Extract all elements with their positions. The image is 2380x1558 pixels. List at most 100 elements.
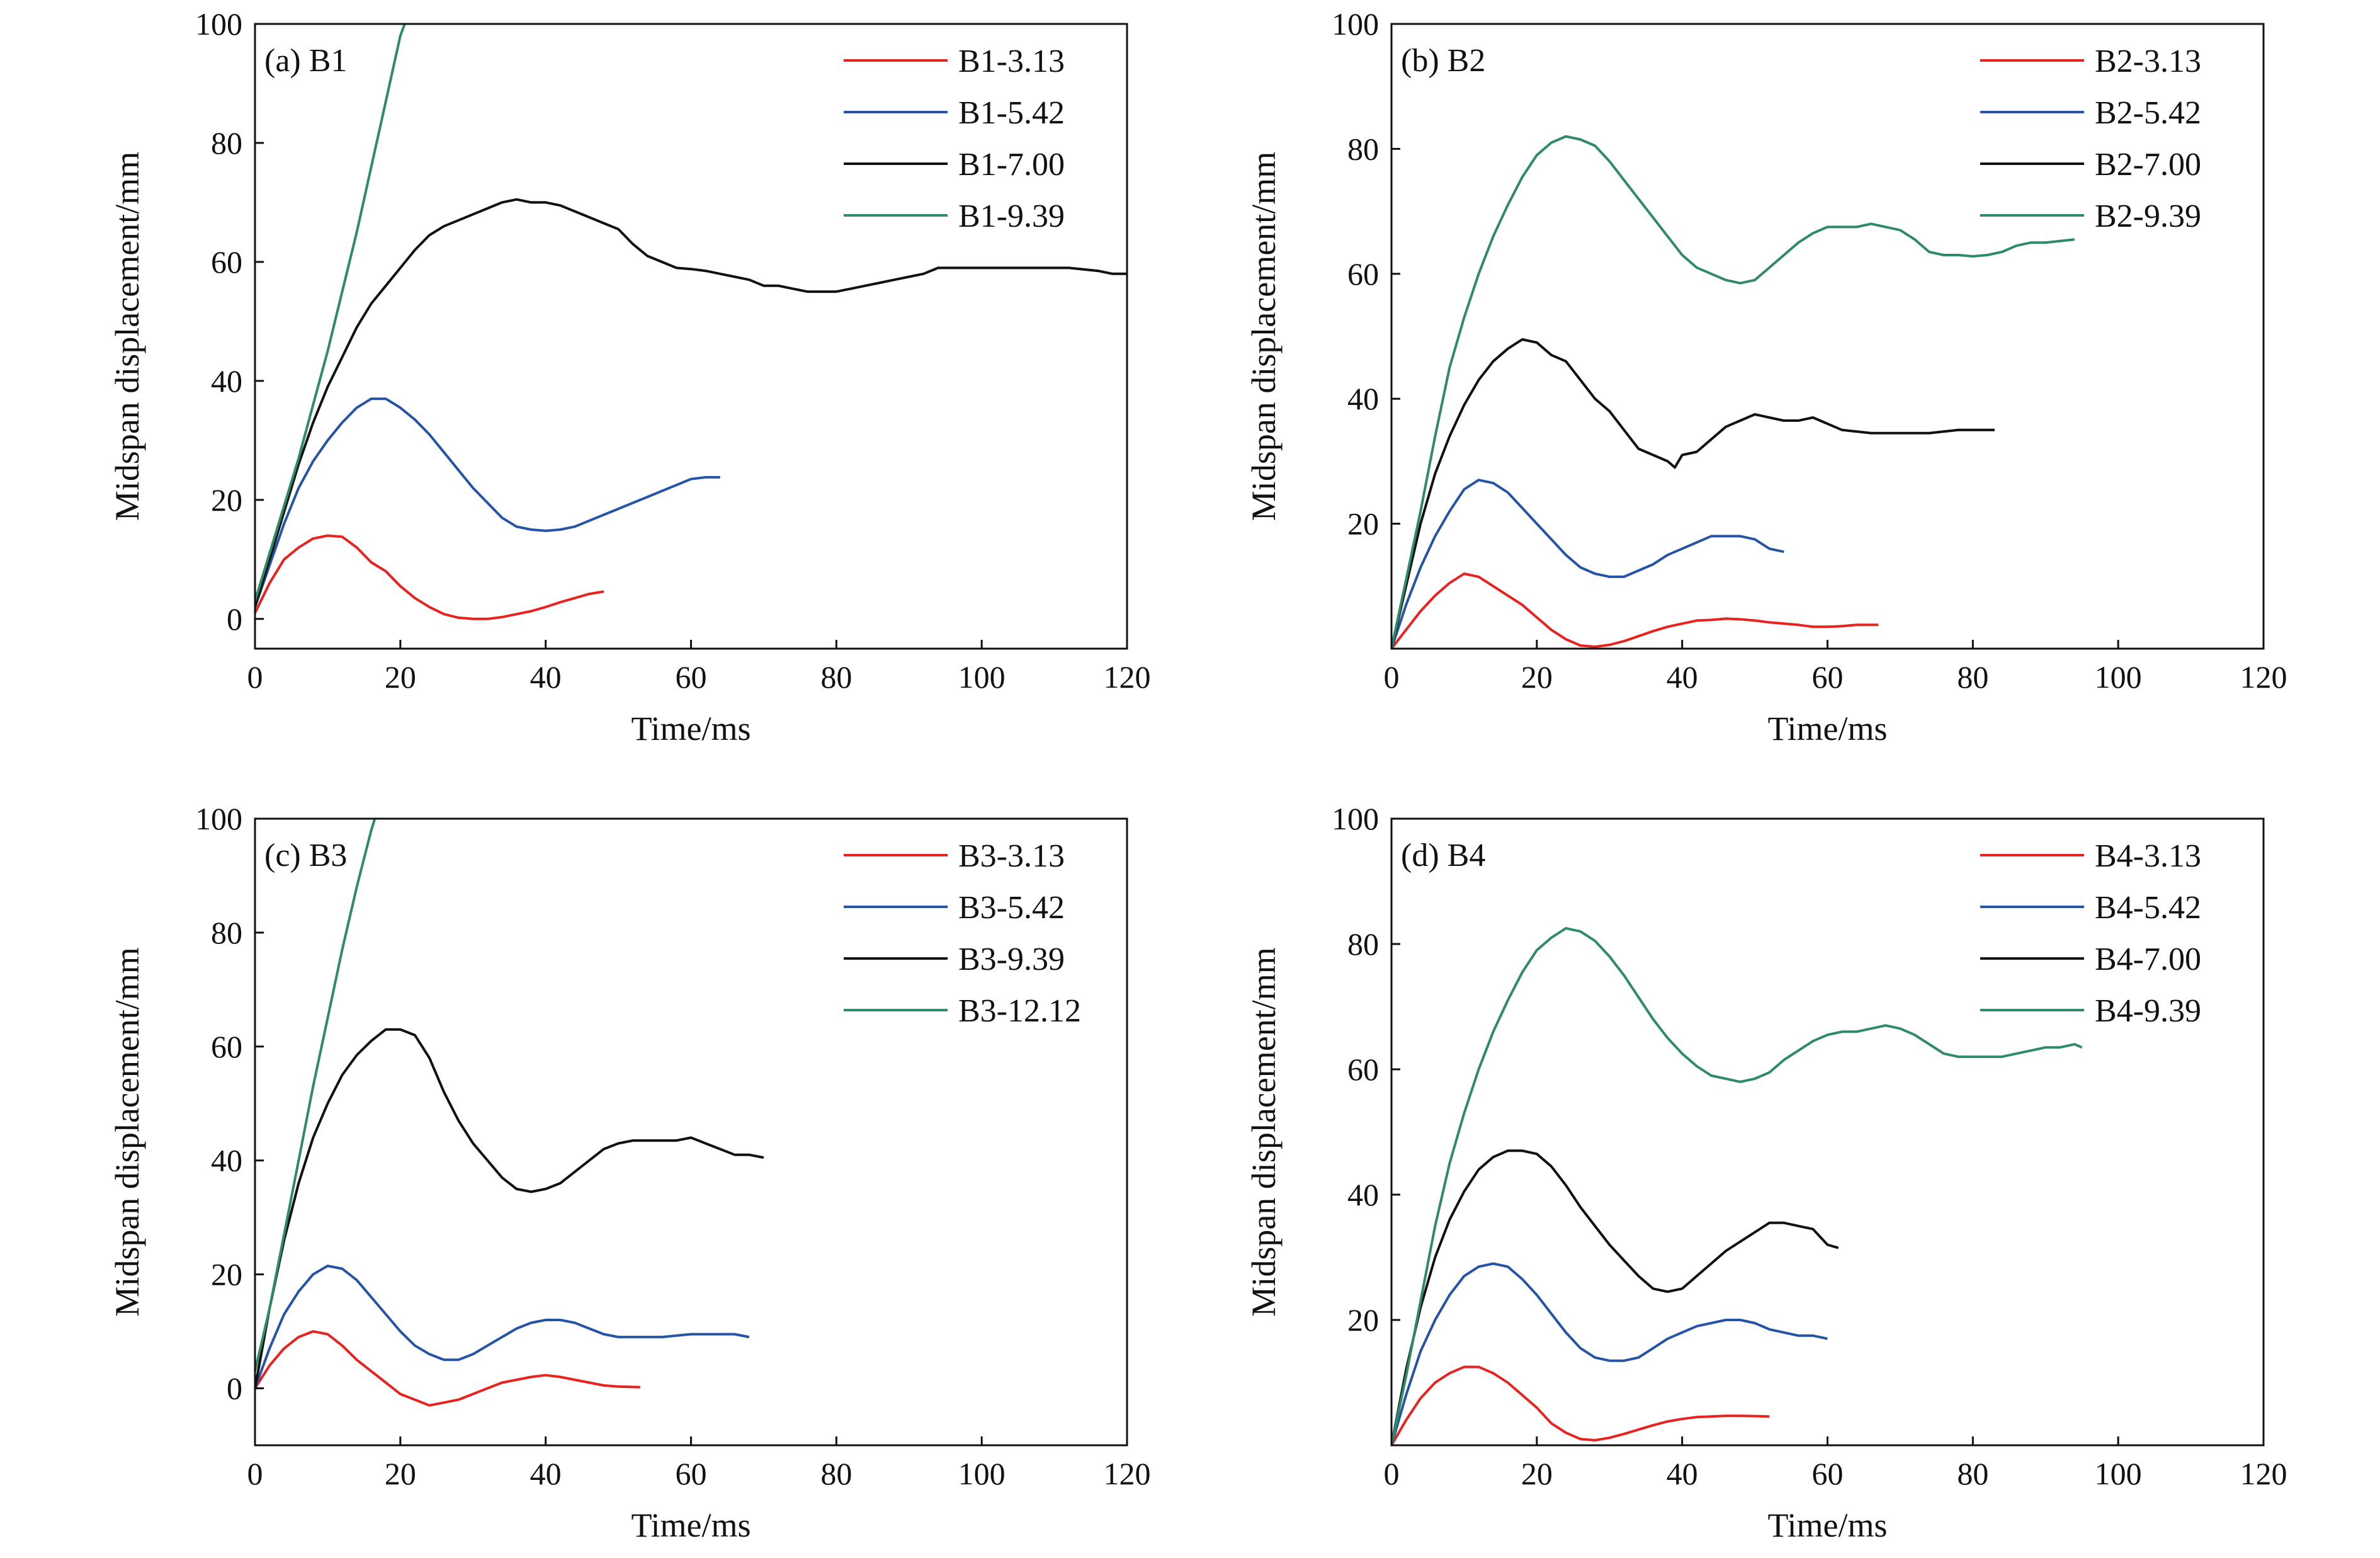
- x-axis-label: Time/ms: [631, 710, 751, 748]
- series-line-B2-9.39: [1391, 135, 2075, 649]
- x-tick-label: 20: [385, 659, 416, 695]
- y-axis-label: Midspan displacement/mm: [1245, 152, 1283, 521]
- y-tick-label: 100: [195, 6, 242, 42]
- x-tick-label: 0: [1384, 659, 1400, 695]
- x-tick-label: 40: [530, 659, 562, 695]
- panel-label: (d) B4: [1401, 838, 1485, 873]
- chart-panel-1: 0 20 40 60 80 100 120 20 40 60 80 100 Time/ms Midspan…: [1245, 6, 2287, 748]
- legend-label: B4-5.42: [2095, 890, 2201, 926]
- y-tick-label: 20: [211, 482, 242, 518]
- x-tick-label: 20: [385, 1456, 416, 1491]
- series-group: [1391, 135, 2075, 649]
- y-tick-label: 60: [211, 1029, 242, 1064]
- series-line-B1-5.42: [255, 397, 720, 608]
- x-tick-label: 40: [530, 1456, 562, 1491]
- y-axis-label: Midspan displacement/mm: [108, 152, 146, 521]
- y-tick-label: 60: [1347, 1052, 1379, 1087]
- series-line-B3-9.39: [255, 1028, 764, 1389]
- x-tick-label: 100: [958, 659, 1006, 695]
- series-line-B3-12.12: [255, 819, 377, 1372]
- legend-label: B2-3.13: [2095, 43, 2201, 79]
- series-line-B4-9.39: [1391, 927, 2083, 1445]
- y-tick-label: 80: [211, 125, 242, 161]
- legend-label: B1-5.42: [958, 95, 1065, 131]
- x-tick-label: 0: [247, 659, 263, 695]
- x-tick-label: 40: [1667, 1456, 1698, 1491]
- legend-label: B4-3.13: [2095, 838, 2201, 874]
- y-tick-label: 0: [227, 1371, 242, 1406]
- x-tick-label: 60: [676, 659, 707, 695]
- legend-label: B1-9.39: [958, 198, 1065, 234]
- legend-label: B2-7.00: [2095, 147, 2201, 183]
- x-tick-label: 0: [1384, 1456, 1400, 1491]
- y-tick-label: 100: [1332, 801, 1379, 836]
- series-line-B4-5.42: [1391, 1262, 1828, 1445]
- legend-label: B3-5.42: [958, 890, 1065, 926]
- legend-label: B1-7.00: [958, 147, 1065, 183]
- legend-label: B3-9.39: [958, 941, 1065, 977]
- y-tick-label: 80: [1347, 131, 1379, 166]
- x-tick-label: 60: [1812, 659, 1844, 695]
- y-tick-label: 60: [211, 244, 242, 280]
- x-tick-label: 100: [958, 1456, 1006, 1491]
- y-tick-label: 20: [1347, 506, 1379, 542]
- y-axis-label: Midspan displacement/mm: [1245, 947, 1283, 1316]
- x-tick-label: 40: [1667, 659, 1698, 695]
- y-tick-label: 40: [1347, 381, 1379, 416]
- y-tick-label: 40: [1347, 1177, 1379, 1212]
- panel-label: (c) B3: [264, 838, 347, 873]
- x-tick-label: 120: [1104, 1456, 1151, 1491]
- x-tick-label: 80: [820, 659, 852, 695]
- x-tick-label: 60: [1812, 1456, 1844, 1491]
- y-tick-label: 40: [211, 1143, 242, 1178]
- series-group: [1391, 927, 2083, 1445]
- chart-panel-2: 0 20 40 60 80 100 120 0 20 40 60 80 100 Time/ms Midspa…: [108, 801, 1151, 1544]
- x-axis-label: Time/ms: [1767, 1506, 1887, 1544]
- series-line-B2-5.42: [1391, 479, 1784, 649]
- chart-panel-3: 0 20 40 60 80 100 120 20 40 60 80 100 Time/ms Midspan…: [1245, 801, 2287, 1544]
- y-tick-label: 100: [1332, 6, 1379, 42]
- x-tick-label: 80: [1957, 1456, 1988, 1491]
- x-tick-label: 100: [2095, 659, 2142, 695]
- y-tick-label: 60: [1347, 256, 1379, 292]
- y-tick-label: 80: [211, 915, 242, 950]
- y-tick-label: 40: [211, 363, 242, 399]
- series-line-B4-3.13: [1391, 1365, 1770, 1445]
- x-tick-label: 100: [2095, 1456, 2142, 1491]
- y-tick-label: 20: [1347, 1302, 1379, 1338]
- y-axis-label: Midspan displacement/mm: [108, 947, 146, 1316]
- x-tick-label: 120: [2240, 1456, 2287, 1491]
- x-tick-label: 20: [1521, 659, 1553, 695]
- x-tick-label: 0: [247, 1456, 263, 1491]
- legend-label: B3-12.12: [958, 993, 1081, 1029]
- panel-label: (b) B2: [1401, 43, 1485, 79]
- series-line-B2-3.13: [1391, 572, 1879, 649]
- panel-label: (a) B1: [264, 43, 347, 79]
- x-tick-label: 80: [1957, 659, 1988, 695]
- x-tick-label: 120: [1104, 659, 1151, 695]
- chart-panel-0: 0 20 40 60 80 100 120 0 20 40 60 80 100 Time/ms Midspa…: [108, 6, 1151, 748]
- series-line-B1-7.00: [255, 198, 1127, 608]
- y-tick-label: 20: [211, 1257, 242, 1292]
- legend-label: B1-3.13: [958, 43, 1065, 79]
- legend-label: B4-7.00: [2095, 941, 2201, 977]
- series-group: [255, 819, 764, 1407]
- y-tick-label: 100: [195, 801, 242, 836]
- y-tick-label: 0: [227, 601, 242, 637]
- x-axis-label: Time/ms: [631, 1506, 751, 1544]
- series-line-B3-3.13: [255, 1330, 640, 1407]
- legend-label: B2-9.39: [2095, 198, 2201, 234]
- legend-label: B3-3.13: [958, 838, 1065, 874]
- y-tick-label: 80: [1347, 926, 1379, 962]
- series-line-B1-9.39: [255, 24, 406, 601]
- x-tick-label: 120: [2240, 659, 2287, 695]
- x-tick-label: 80: [820, 1456, 852, 1491]
- x-tick-label: 60: [676, 1456, 707, 1491]
- x-axis-label: Time/ms: [1767, 710, 1887, 748]
- legend-label: B4-9.39: [2095, 993, 2201, 1029]
- series-line-B1-3.13: [255, 534, 604, 620]
- x-tick-label: 20: [1521, 1456, 1553, 1491]
- series-line-B3-5.42: [255, 1265, 750, 1389]
